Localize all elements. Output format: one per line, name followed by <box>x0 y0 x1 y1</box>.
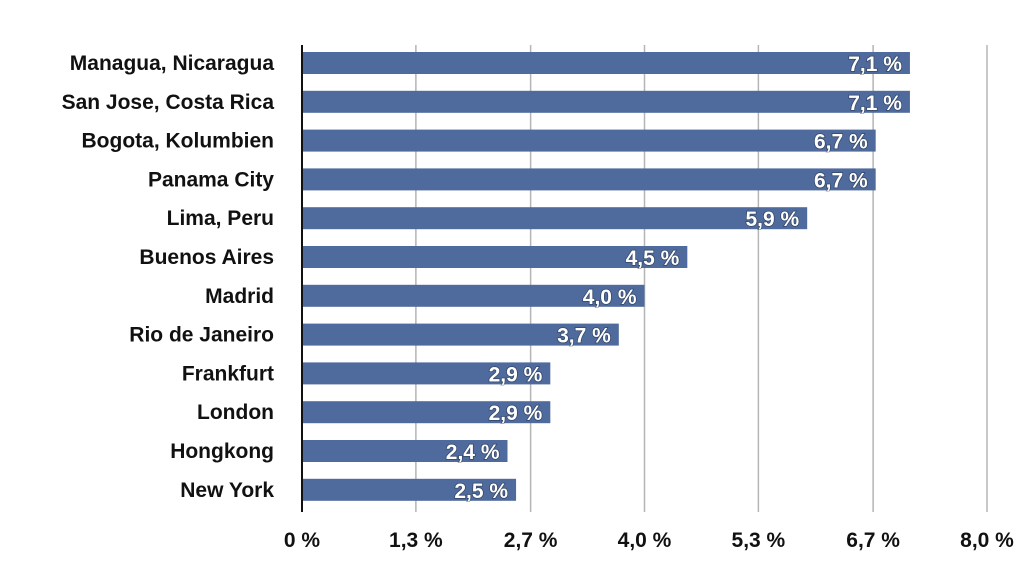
x-tick-label: 1,3 % <box>389 529 443 552</box>
x-tick-label: 5,3 % <box>732 529 786 552</box>
bar-value-label: 6,7 % <box>814 131 868 154</box>
category-label: Madrid <box>205 285 274 308</box>
bars <box>302 52 910 501</box>
bar <box>302 246 688 268</box>
bar-value-label: 7,1 % <box>848 53 902 76</box>
bar-value-label: 2,4 % <box>446 441 500 464</box>
x-tick-label: 2,7 % <box>504 529 558 552</box>
bar-value-label: 4,5 % <box>626 247 680 270</box>
x-tick-label: 6,7 % <box>846 529 900 552</box>
bar-value-label: 5,9 % <box>745 208 799 231</box>
category-label: Frankfurt <box>182 362 274 385</box>
bar <box>302 362 551 385</box>
category-label: Lima, Peru <box>167 207 274 230</box>
x-tick-label: 8,0 % <box>960 529 1014 552</box>
bar-value-label: 6,7 % <box>814 169 868 192</box>
category-label: New York <box>180 479 274 502</box>
bar <box>302 129 876 152</box>
gridlines <box>415 45 988 512</box>
category-label: San Jose, Costa Rica <box>62 91 275 114</box>
category-label: Panama City <box>148 168 274 191</box>
x-tick-label: 4,0 % <box>618 529 672 552</box>
bar-value-label: 2,9 % <box>489 363 543 386</box>
bar <box>302 440 508 462</box>
category-label: Managua, Nicaragua <box>70 52 275 75</box>
bar <box>302 323 619 346</box>
labels: 0 % 1,3 % 2,7 % 4,0 % 5,3 % 6,7 % 8,0 % Managua… <box>62 52 1015 552</box>
bar-value-label: 2,5 % <box>454 480 508 503</box>
bar <box>302 52 910 74</box>
bar <box>302 207 808 230</box>
bar-value-label: 4,0 % <box>583 286 637 309</box>
x-tick-label: 0 % <box>284 529 321 552</box>
bar <box>302 284 645 307</box>
category-label: Bogota, Kolumbien <box>82 130 275 153</box>
bar-value-label: 3,7 % <box>557 325 611 348</box>
category-label: Hongkong <box>170 440 274 463</box>
bar <box>302 401 551 424</box>
bar <box>302 90 910 113</box>
bar-value-label: 2,9 % <box>489 402 543 425</box>
category-label: Buenos Aires <box>139 246 274 269</box>
bar <box>302 478 517 501</box>
category-label: London <box>197 401 274 424</box>
bar-value-label: 7,1 % <box>848 92 902 115</box>
category-label: Rio de Janeiro <box>129 324 274 347</box>
bar <box>302 168 876 191</box>
